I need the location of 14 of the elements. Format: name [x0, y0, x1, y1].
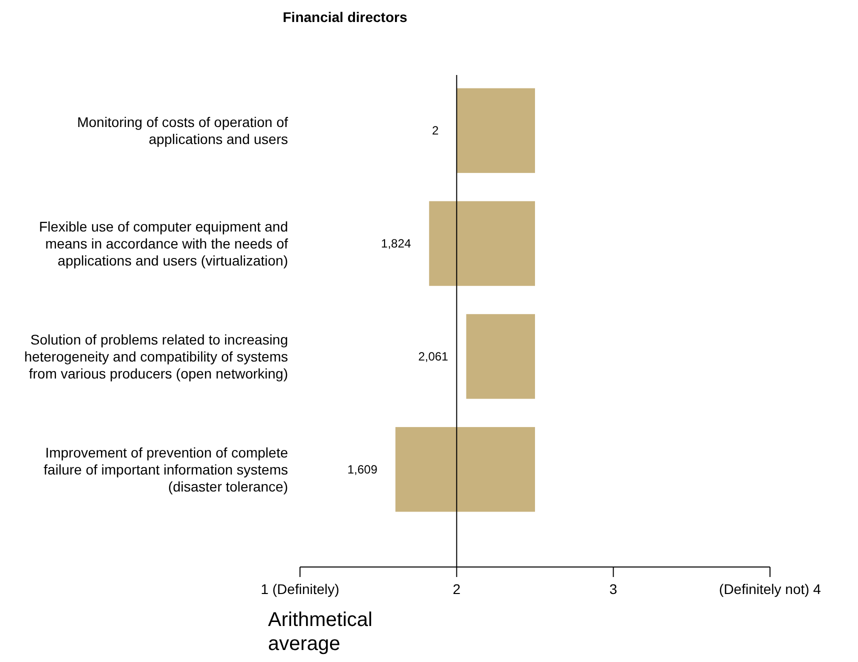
y-tick-label: Flexible use of computer equipment and means in accordance with the needs of applications and users (virtualization)	[38, 218, 288, 269]
y-tick-label: Improvement of prevention of complete failure of important information systems (disaster tolerance)	[44, 444, 288, 494]
y-tick-label: Monitoring of costs of operation of applications and users	[77, 114, 288, 148]
x-tick-label: 2	[452, 581, 461, 597]
annotation: 2	[432, 124, 439, 138]
chart-title: Financial directors	[282, 9, 408, 25]
x-tick-label: 3	[609, 581, 618, 597]
x-axis-title: Arithmetical average	[268, 609, 372, 655]
x-tick-label: 1 (Definitely)	[260, 581, 340, 597]
annotation: 1,609	[347, 462, 378, 476]
y-tick-label: Solution of problems related to increasing heterogeneity and compatibility of systems from various producers (open networking)	[24, 331, 288, 382]
x-tick-label: (Definitely not) 4	[719, 581, 822, 597]
annotation: 2,061	[418, 349, 449, 364]
annotation: 1,824	[381, 236, 412, 251]
